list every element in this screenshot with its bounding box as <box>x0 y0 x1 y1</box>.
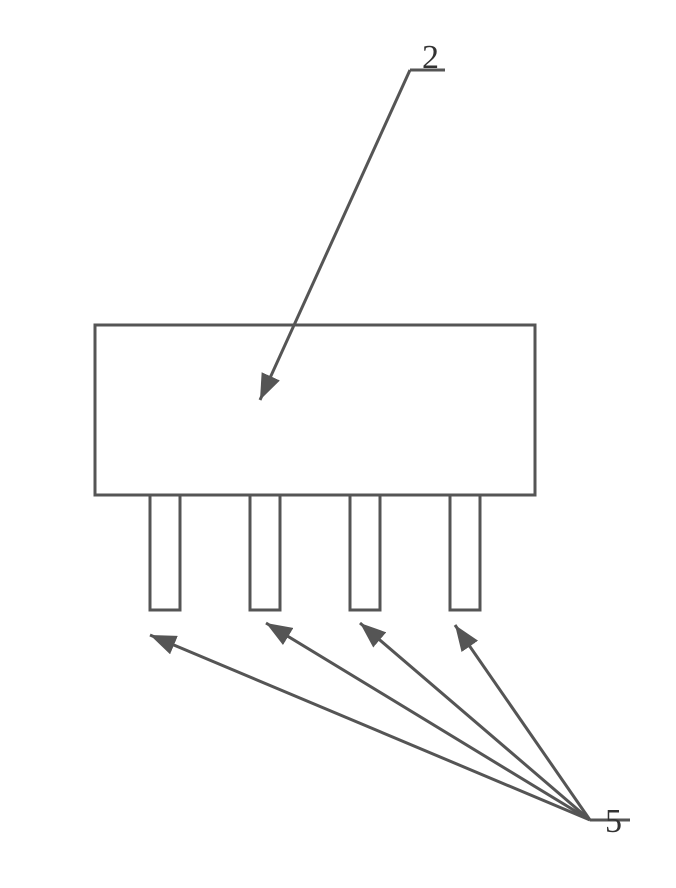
label-5-arrow-1 <box>150 635 590 820</box>
label-5: 5 <box>605 803 622 840</box>
pin-4 <box>450 495 480 610</box>
label-2-arrow <box>260 70 410 400</box>
pin-1 <box>150 495 180 610</box>
label-2: 2 <box>422 39 439 76</box>
pin-2 <box>250 495 280 610</box>
pin-3 <box>350 495 380 610</box>
component-body <box>95 325 535 495</box>
label-5-arrow-2 <box>266 623 590 820</box>
